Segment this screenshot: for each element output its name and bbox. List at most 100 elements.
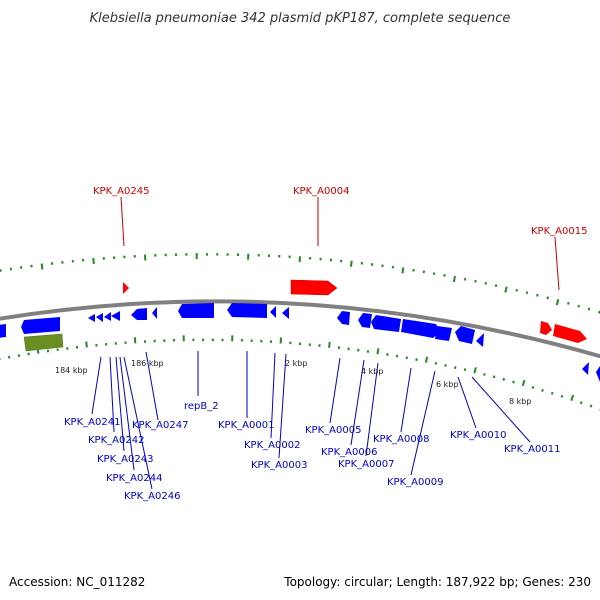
reverse-strand-genes	[0, 303, 600, 382]
gene-kpk-a0001[interactable]	[227, 303, 267, 318]
scale-label: 186 kbp	[131, 359, 164, 368]
label-leader-line	[350, 359, 365, 446]
gene-kpk-a0009[interactable]	[435, 326, 452, 341]
gene-label-kpk-a0009[interactable]: KPK_A0009	[387, 477, 443, 488]
gene-label-kpk-a0003[interactable]: KPK_A0003	[251, 460, 307, 471]
label-leader-line	[120, 196, 125, 247]
map-title: Klebsiella pneumoniae 342 plasmid pKP187…	[90, 11, 511, 26]
gene-reverse-left-edge[interactable]	[0, 324, 6, 338]
scale-label: 184 kbp	[55, 366, 88, 375]
gene-kpk-a0011[interactable]	[476, 333, 484, 347]
gene-kpk-a0242[interactable]	[96, 313, 103, 322]
minor-tick	[525, 291, 529, 295]
gene-label-kpk-a0243[interactable]: KPK_A0243	[97, 454, 153, 465]
minor-tick	[587, 307, 591, 311]
minor-tick	[512, 380, 515, 384]
gene-kpk-a0015[interactable]	[553, 324, 587, 343]
gene-label-kpk-a0015[interactable]: KPK_A0015	[531, 226, 587, 237]
accession-text: Accession: NC_011282	[9, 575, 145, 589]
gene-kpk-a0245[interactable]	[123, 282, 129, 294]
label-leader-line	[278, 353, 287, 459]
inner-tick-ring	[0, 335, 600, 411]
gene-label-kpk-a0006[interactable]: KPK_A0006	[321, 447, 377, 458]
gene-kpk-a0247[interactable]	[152, 307, 157, 319]
minor-tick	[531, 386, 535, 389]
gene-label-kpk-a0246[interactable]: KPK_A0246	[124, 491, 180, 502]
minor-tick	[550, 391, 554, 395]
gene-label-kpk-a0010[interactable]: KPK_A0010	[450, 430, 506, 441]
major-tick	[376, 348, 380, 355]
gene-kpk-a0010[interactable]	[455, 326, 475, 344]
label-leader-line	[109, 356, 115, 433]
minor-tick	[434, 361, 438, 365]
gene-reverse-lower-right-1[interactable]	[582, 362, 589, 375]
gene-label-kpk-a0245[interactable]: KPK_A0245	[93, 186, 149, 197]
gene-kpk-a0003[interactable]	[282, 307, 289, 319]
backbone-arc	[0, 299, 600, 359]
minor-tick	[589, 404, 593, 408]
gene-kpk-a0007[interactable]	[371, 315, 401, 332]
major-tick	[328, 341, 331, 348]
reverse-gene-label-texts: KPK_A0241 KPK_A0242 KPK_A0243 KPK_A0244 …	[64, 401, 560, 502]
label-leader-line	[554, 236, 560, 291]
major-tick	[473, 367, 477, 374]
gene-label-kpk-a0004[interactable]: KPK_A0004	[293, 186, 349, 197]
gene-label-kpk-a0011[interactable]: KPK_A0011	[504, 444, 560, 455]
gene-kpk-a0241[interactable]	[88, 314, 95, 322]
minor-tick	[567, 301, 570, 305]
gene-kpk-a0006[interactable]	[358, 313, 372, 328]
gene-kpk-a0005[interactable]	[337, 311, 350, 325]
label-leader-line	[91, 356, 102, 415]
gene-label-kpk-a0005[interactable]: KPK_A0005	[305, 425, 361, 436]
gene-label-repb-2[interactable]: repB_2	[184, 401, 219, 412]
gene-label-kpk-a0008[interactable]: KPK_A0008	[373, 434, 429, 445]
minor-tick	[560, 394, 564, 398]
gene-label-kpk-a0244[interactable]: KPK_A0244	[106, 473, 162, 484]
rna-feature[interactable]	[23, 333, 64, 352]
minor-tick	[579, 401, 583, 405]
gene-kpk-a0002[interactable]	[270, 306, 276, 318]
forward-strand-genes	[123, 279, 587, 343]
minor-tick	[443, 273, 446, 277]
minor-tick	[463, 368, 467, 372]
gene-label-kpk-a0007[interactable]: KPK_A0007	[338, 459, 394, 470]
outer-tick-ring	[0, 253, 600, 314]
gene-label-kpk-a0242[interactable]: KPK_A0242	[88, 435, 144, 446]
label-leader-line	[329, 357, 341, 424]
minor-tick	[546, 296, 549, 300]
minor-tick	[474, 279, 477, 283]
scale-label: 2 kbp	[285, 359, 307, 368]
gene-kpk-a0004[interactable]	[290, 279, 338, 296]
topology-summary: Topology: circular; Length: 187,922 bp; …	[283, 575, 591, 589]
gene-kpk-a0243[interactable]	[104, 312, 111, 321]
gene-reverse-lower-right-2[interactable]	[596, 366, 600, 382]
minor-tick	[454, 366, 457, 369]
gene-label-kpk-a0002[interactable]: KPK_A0002	[244, 440, 300, 451]
minor-tick	[7, 355, 11, 359]
label-leader-line	[119, 356, 135, 471]
label-leader-line	[471, 376, 531, 443]
scale-label: 4 kbp	[361, 367, 383, 376]
gene-label-kpk-a0001[interactable]: KPK_A0001	[218, 420, 274, 431]
scale-label: 8 kbp	[509, 397, 531, 406]
label-leader-line	[410, 370, 436, 476]
minor-tick	[536, 293, 539, 297]
minor-tick	[483, 372, 486, 376]
major-tick	[424, 356, 429, 363]
minor-tick	[494, 284, 498, 288]
gene-kpk-a0008[interactable]	[401, 319, 440, 338]
rna-features	[23, 333, 64, 352]
gene-label-kpk-a0247[interactable]: KPK_A0247	[132, 420, 188, 431]
gene-kpk-a0014[interactable]	[540, 321, 552, 335]
major-tick	[92, 257, 95, 265]
scale-label: 6 kbp	[436, 380, 458, 389]
major-tick	[521, 379, 526, 387]
gene-kpk-a0246[interactable]	[131, 308, 147, 320]
gene-label-kpk-a0241[interactable]: KPK_A0241	[64, 417, 120, 428]
gene-repb-2[interactable]	[178, 303, 214, 318]
minor-tick	[502, 377, 506, 381]
label-leader-line	[270, 352, 276, 439]
gene-kpk-a0244[interactable]	[111, 311, 120, 321]
gene-reverse-0[interactable]	[21, 317, 60, 334]
minor-tick	[515, 288, 518, 292]
